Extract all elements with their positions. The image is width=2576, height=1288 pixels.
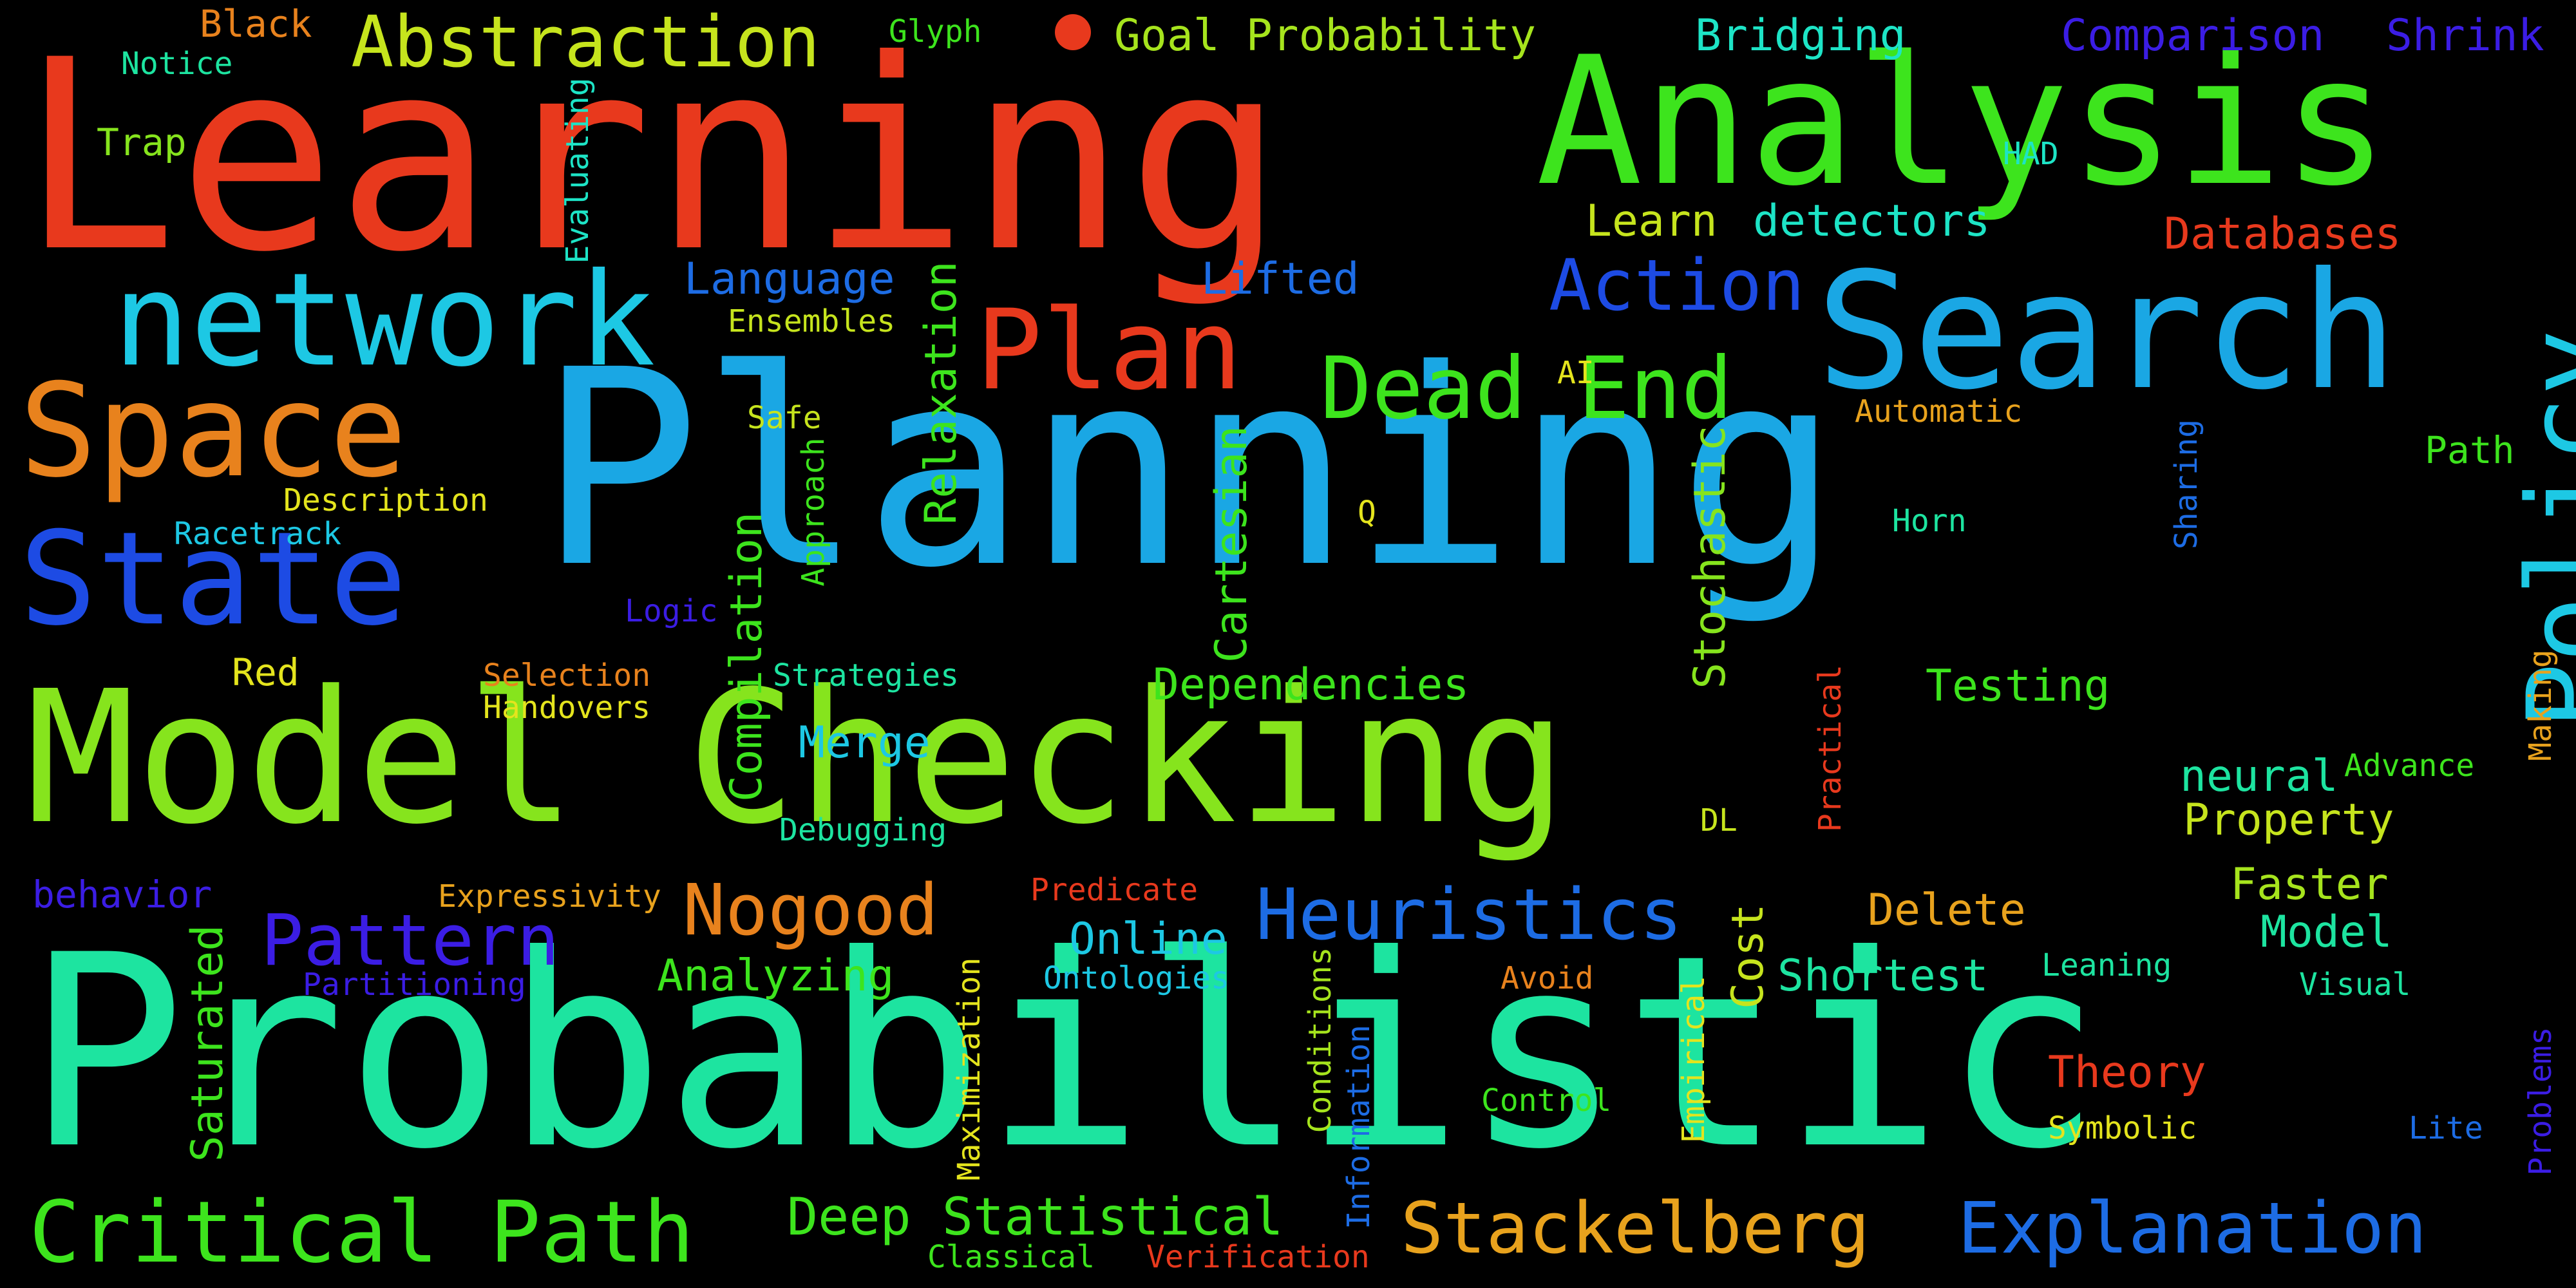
word-bridging: Bridging — [1695, 10, 1906, 61]
word-classical: Classical — [927, 1239, 1095, 1275]
word-glyph: Glyph — [889, 14, 982, 50]
word-dead-end: Dead End — [1320, 339, 1733, 439]
word-lite: Lite — [2409, 1110, 2483, 1146]
word-language: Language — [684, 254, 895, 305]
word-delete: Delete — [1868, 885, 2026, 936]
word-heuristics: Heuristics — [1256, 873, 1683, 956]
word-symbolic: Symbolic — [2048, 1110, 2197, 1146]
word-selection: Selection — [483, 658, 651, 694]
word-conditions: Conditions — [1302, 947, 1338, 1133]
word-ai: AI — [1557, 355, 1595, 391]
word-strategies: Strategies — [773, 658, 959, 694]
word-model: Model — [2260, 907, 2392, 958]
word-critical-path: Critical Path — [29, 1183, 695, 1282]
word-deep-statistical: Deep Statistical — [787, 1187, 1283, 1247]
word-automatic: Automatic — [1855, 393, 2023, 430]
word-comparison: Comparison — [2061, 10, 2325, 61]
word-leaning: Leaning — [2041, 947, 2172, 983]
word-q: Q — [1358, 495, 1376, 531]
word-maximization: Maximization — [951, 957, 987, 1181]
word-goal-probability: Goal Probability — [1114, 10, 1537, 61]
word-problems: Problems — [2523, 1027, 2559, 1176]
word-had: HAD — [2003, 136, 2059, 172]
word-relaxation: Relaxation — [916, 261, 967, 525]
word-expressivity: Expressivity — [438, 878, 661, 914]
word-abstraction: Abstraction — [351, 1, 820, 83]
word-network: network — [113, 245, 656, 395]
word-testing: Testing — [1926, 661, 2110, 712]
word-red: Red — [232, 650, 299, 694]
word-predicate: Predicate — [1030, 872, 1198, 908]
word-cartesian: Cartesian — [1206, 425, 1257, 663]
word-model-checking: Model Checking — [26, 651, 1567, 864]
word-planning: Planning — [538, 312, 1841, 627]
word-dependencies: Dependencies — [1153, 659, 1470, 710]
word-notice: Notice — [121, 46, 233, 82]
word-ontologies: Ontologies — [1043, 960, 1229, 996]
word-black: Black — [200, 2, 312, 46]
word-learn: Learn — [1586, 196, 1718, 247]
word-cost: Cost — [1723, 904, 1774, 1009]
word-analyzing: Analyzing — [657, 951, 895, 1001]
word-stackelberg: Stackelberg — [1401, 1187, 1870, 1269]
word-dl: DL — [1700, 802, 1738, 838]
word-theory: Theory — [2048, 1047, 2206, 1098]
word-action: Action — [1549, 244, 1805, 327]
word-trap: Trap — [97, 120, 187, 164]
word-nogood: Nogood — [683, 869, 939, 951]
word-search: Search — [1816, 238, 2398, 425]
word-plan: Plan — [976, 285, 1243, 415]
word-racetrack: Racetrack — [174, 516, 342, 552]
word-space: Space — [19, 356, 408, 506]
word-control: Control — [1481, 1083, 1612, 1119]
word-merge: Merge — [799, 717, 931, 768]
word-evaluating: Evaluating — [560, 77, 596, 264]
word-behavior: behavior — [32, 873, 213, 916]
word-neural: neural — [2180, 751, 2338, 802]
word-shrink: Shrink — [2386, 10, 2544, 61]
word-dot-1 — [1055, 14, 1091, 50]
word-lifted: Lifted — [1201, 254, 1359, 305]
word-analysis: Analysis — [1536, 19, 2389, 225]
word-explanation: Explanation — [1958, 1187, 2427, 1269]
word-handovers: Handovers — [483, 690, 651, 726]
word-state: State — [19, 504, 408, 654]
word-horn: Horn — [1892, 503, 1967, 539]
word-making: Making — [2523, 649, 2559, 761]
word-empirical: Empirical — [1676, 975, 1712, 1144]
word-faster: Faster — [2230, 859, 2389, 910]
word-compilation: Compilation — [721, 511, 772, 802]
word-verification: Verification — [1146, 1239, 1370, 1275]
word-probabilistic: Probabilistic — [26, 899, 2103, 1208]
word-learning: Learning — [19, 4, 1285, 310]
word-property: Property — [2183, 795, 2394, 846]
word-debugging: Debugging — [779, 812, 947, 848]
word-path: Path — [2425, 428, 2515, 472]
word-description: Description — [283, 482, 488, 518]
word-avoid: Avoid — [1501, 960, 1594, 996]
word-information: Information — [1341, 1025, 1377, 1229]
word-partitioning: Partitioning — [303, 967, 526, 1003]
word-sharing: Sharing — [2168, 419, 2204, 550]
word-stochastic: Stochastic — [1685, 425, 1736, 689]
word-online: Online — [1069, 914, 1227, 965]
word-visual: Visual — [2299, 967, 2411, 1003]
word-advance: Advance — [2344, 748, 2475, 784]
word-safe: Safe — [747, 400, 822, 436]
word-practical: Practical — [1812, 664, 1848, 833]
word-databases: Databases — [2164, 209, 2401, 260]
word-saturated: Saturated — [182, 924, 233, 1162]
word-ensembles: Ensembles — [728, 303, 896, 339]
word-detectors: detectors — [1753, 196, 1991, 247]
word-pattern: Pattern — [261, 899, 560, 981]
word-logic: Logic — [625, 593, 718, 629]
word-approach: Approach — [795, 437, 831, 587]
word-shortest: Shortest — [1777, 951, 1989, 1001]
